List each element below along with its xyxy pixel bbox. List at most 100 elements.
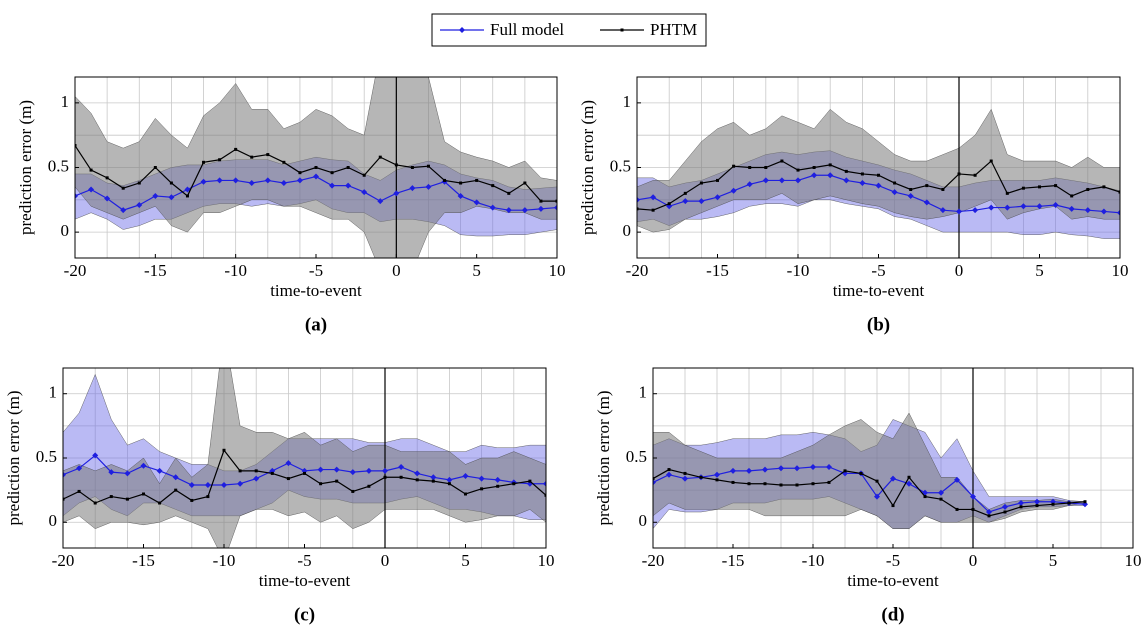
marker: [361, 189, 368, 196]
marker: [383, 475, 387, 479]
marker: [464, 492, 467, 496]
marker: [105, 176, 109, 180]
marker: [698, 198, 705, 205]
marker: [794, 465, 800, 472]
plot-area: [75, 77, 557, 258]
marker: [859, 180, 866, 187]
marker: [202, 160, 206, 164]
marker: [860, 172, 864, 176]
marker: [812, 166, 816, 169]
marker: [270, 471, 274, 475]
marker: [923, 495, 927, 499]
error-band: [75, 77, 557, 258]
x-tick-label: -20: [642, 551, 665, 570]
legend-marker: [620, 28, 624, 32]
x-tick-label: -15: [722, 551, 745, 570]
x-tick-label: 10: [549, 261, 566, 280]
marker: [989, 159, 993, 163]
marker: [393, 190, 400, 197]
marker: [653, 477, 655, 481]
marker: [296, 177, 303, 184]
marker: [206, 495, 210, 499]
marker: [650, 194, 657, 201]
marker: [232, 177, 239, 184]
marker: [168, 194, 175, 201]
x-tick-label: 0: [381, 551, 390, 570]
marker: [1018, 500, 1024, 506]
marker: [954, 476, 960, 483]
marker: [827, 172, 834, 179]
marker: [75, 192, 78, 199]
marker: [923, 199, 930, 206]
marker: [970, 493, 976, 500]
marker: [875, 479, 879, 483]
x-tick-label: 10: [1125, 551, 1142, 570]
marker: [1052, 201, 1059, 208]
y-axis-label: prediction error (m): [4, 391, 23, 526]
x-tick-label: -20: [52, 551, 75, 570]
marker: [431, 479, 435, 483]
panel-label: (c): [294, 604, 315, 625]
marker: [137, 181, 141, 185]
marker: [399, 475, 403, 479]
y-tick-label: 0.5: [48, 156, 69, 175]
marker: [378, 155, 382, 159]
marker: [764, 166, 768, 169]
marker: [280, 180, 287, 187]
x-axis-label: time-to-event: [259, 571, 351, 590]
marker: [88, 186, 95, 193]
x-tick-label: 0: [969, 551, 978, 570]
marker: [92, 452, 99, 459]
y-tick-label: 1: [623, 92, 632, 111]
x-tick-label: 5: [461, 551, 470, 570]
marker: [763, 482, 767, 486]
marker: [938, 489, 944, 496]
marker: [893, 181, 897, 185]
y-axis-label: prediction error (m): [594, 391, 613, 526]
marker: [732, 164, 736, 168]
marker: [1067, 501, 1071, 505]
marker: [682, 198, 689, 205]
marker: [827, 480, 831, 484]
marker: [314, 166, 318, 169]
marker: [1021, 186, 1025, 190]
marker: [285, 460, 292, 467]
marker: [874, 493, 880, 500]
marker: [414, 470, 421, 477]
marker: [158, 501, 162, 505]
y-tick-label: 0.5: [36, 447, 57, 466]
x-tick-label: -5: [309, 261, 323, 280]
marker: [204, 482, 211, 488]
marker: [478, 475, 485, 482]
marker: [714, 194, 721, 201]
marker: [298, 171, 302, 175]
marker: [443, 178, 447, 182]
x-tick-label: -10: [802, 551, 825, 570]
plot-area: [63, 368, 546, 548]
marker: [286, 477, 290, 481]
marker: [140, 462, 147, 469]
x-tick-label: -20: [64, 261, 87, 280]
marker: [1083, 500, 1087, 504]
marker: [89, 168, 93, 172]
marker: [939, 497, 943, 501]
marker: [398, 464, 405, 470]
marker: [1038, 185, 1041, 189]
marker: [925, 184, 929, 188]
marker: [528, 479, 532, 483]
marker: [683, 471, 687, 475]
legend-label: PHTM: [650, 20, 697, 39]
marker: [1051, 502, 1055, 506]
panel-label: (b): [867, 314, 890, 335]
x-axis-label: time-to-event: [847, 571, 939, 590]
marker: [415, 478, 419, 482]
marker: [250, 155, 254, 159]
marker: [1003, 510, 1007, 514]
marker: [218, 158, 222, 162]
marker: [475, 178, 479, 182]
marker: [972, 207, 979, 214]
marker: [537, 205, 544, 212]
marker: [462, 473, 469, 479]
marker: [746, 181, 753, 188]
marker: [682, 475, 688, 482]
